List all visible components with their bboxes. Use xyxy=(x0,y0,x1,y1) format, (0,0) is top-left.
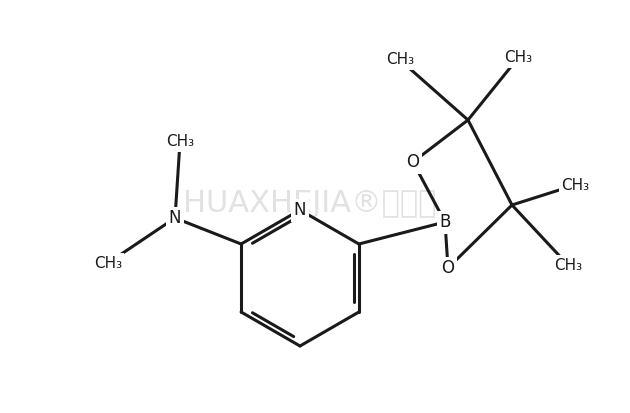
Text: CH₃: CH₃ xyxy=(504,50,532,66)
Text: CH₃: CH₃ xyxy=(386,52,414,67)
Text: CH₃: CH₃ xyxy=(94,256,122,271)
Text: HUAXHEJIA®化学网: HUAXHEJIA®化学网 xyxy=(183,188,437,218)
Text: N: N xyxy=(169,209,181,227)
Text: CH₃: CH₃ xyxy=(166,135,194,150)
Text: B: B xyxy=(439,213,450,231)
Text: O: O xyxy=(442,259,454,277)
Text: O: O xyxy=(406,153,420,171)
Text: N: N xyxy=(294,201,306,219)
Text: CH₃: CH₃ xyxy=(561,178,589,192)
Text: CH₃: CH₃ xyxy=(554,257,582,273)
